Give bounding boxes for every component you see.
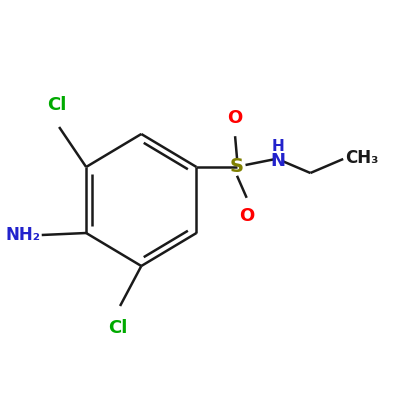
Text: H: H [271,140,284,154]
Text: S: S [230,158,244,176]
Text: CH₃: CH₃ [345,149,378,167]
Text: O: O [228,109,243,127]
Text: NH₂: NH₂ [5,226,40,244]
Text: N: N [270,152,285,170]
Text: Cl: Cl [108,319,128,337]
Text: Cl: Cl [48,96,67,114]
Text: O: O [239,207,254,225]
